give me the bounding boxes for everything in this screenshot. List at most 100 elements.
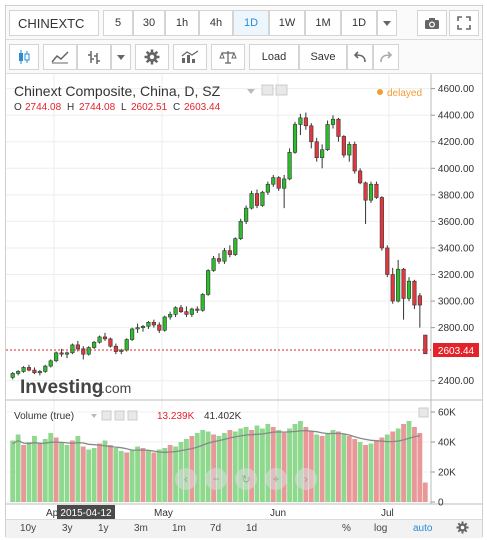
svg-text:+: + (272, 472, 279, 486)
volume-bar (102, 440, 108, 502)
candle-body (59, 352, 64, 355)
chevron-down-icon[interactable] (91, 414, 97, 418)
interval-5[interactable]: 5 (103, 10, 133, 36)
candle-body (330, 118, 336, 125)
chevron-down-icon[interactable] (247, 89, 255, 94)
range-bar: 10y 3y 1y 3m 1m 7d 1d % log auto (6, 519, 482, 538)
range-7d[interactable]: 7d (210, 523, 222, 534)
chart-area[interactable]: 4600.00 4400.00 4200.00 4000.00 3800.00 3600.… (6, 74, 482, 519)
volume-axis[interactable]: 60K 40K 20K 0 (431, 408, 456, 509)
interval-1d[interactable]: 1D (233, 10, 269, 36)
range-1y[interactable]: 1y (98, 523, 109, 534)
candle-body (260, 191, 265, 206)
candle-body (200, 294, 205, 311)
range-10y[interactable]: 10y (20, 523, 37, 534)
volume-bar (64, 445, 70, 502)
volume-bar (368, 443, 374, 502)
volume-bar (86, 449, 92, 502)
volume-bar (281, 433, 287, 502)
load-button[interactable]: Load (249, 44, 299, 70)
candle-body (135, 327, 140, 330)
area-chart-button[interactable] (43, 44, 77, 70)
settings-button[interactable] (135, 44, 169, 70)
indicators-button[interactable] (173, 44, 207, 70)
candle-body (97, 336, 102, 343)
undo-button[interactable] (347, 44, 373, 70)
volume-bars (10, 421, 428, 502)
symbol-input[interactable]: CHINEXTC (9, 10, 99, 36)
range-3m[interactable]: 3m (134, 523, 148, 534)
camera-icon (425, 17, 439, 29)
candle-body (113, 345, 118, 352)
settings-icon[interactable] (114, 410, 125, 421)
price-axis[interactable]: 4600.00 4400.00 4200.00 4000.00 3800.00 3600.… (431, 84, 475, 387)
navigation-controls[interactable]: ‹ − ↻ + › (175, 468, 317, 490)
chart-title: Chinext Composite, China, D, SZ (14, 83, 221, 99)
chart-settings-button[interactable] (456, 521, 469, 537)
bars-style-button[interactable] (77, 44, 111, 70)
volume-bar (336, 431, 341, 502)
interval-1w[interactable]: 1W (269, 10, 305, 36)
time-axis[interactable]: Apr May Jun Jul (46, 508, 394, 519)
percent-toggle[interactable]: % (342, 523, 351, 534)
svg-text:−: − (212, 472, 219, 486)
chart-type-dropdown[interactable] (111, 44, 131, 70)
zoom-out-icon (205, 468, 227, 490)
volume-bar (227, 430, 233, 502)
volume-bar (108, 445, 113, 502)
candle-body (358, 170, 363, 184)
volume-bar (292, 424, 298, 502)
high-label: H (67, 102, 74, 113)
x-label-jun: Jun (270, 508, 286, 519)
candle-body (151, 322, 156, 326)
range-3y[interactable]: 3y (62, 523, 73, 534)
range-1m[interactable]: 1m (172, 523, 186, 534)
redo-button[interactable] (373, 44, 399, 70)
save-button[interactable]: Save (299, 44, 347, 70)
candle-body (379, 197, 384, 249)
svg-text:‹: ‹ (184, 472, 188, 486)
volume-bar (276, 430, 282, 502)
candle-body (124, 339, 129, 351)
close-icon[interactable] (127, 410, 138, 421)
chart-widget: CHINEXTC 5 30 1h 4h 1D 1W 1M 1D (5, 5, 483, 538)
volume-bar (379, 437, 385, 502)
candlestick-icon (19, 50, 30, 64)
candles (10, 112, 428, 380)
candles-style-button[interactable] (9, 44, 39, 70)
interval-1h[interactable]: 1h (165, 10, 199, 36)
volume-bar (194, 433, 200, 502)
zoom-in-icon (265, 468, 287, 490)
candle-body (43, 365, 48, 372)
eye-icon[interactable] (261, 84, 274, 96)
interval-dropdown-button[interactable] (377, 10, 397, 36)
fullscreen-button[interactable] (449, 10, 479, 36)
pane-maximize-icon[interactable] (418, 407, 429, 418)
range-1d[interactable]: 1d (246, 523, 258, 534)
eye-icon[interactable] (101, 410, 112, 421)
volume-bar (357, 442, 363, 502)
candle-body (249, 193, 254, 209)
candle-body (336, 118, 341, 137)
candle-body (271, 177, 276, 185)
settings-icon[interactable] (275, 84, 288, 96)
log-toggle[interactable]: log (374, 523, 388, 534)
interval-1m[interactable]: 1M (305, 10, 341, 36)
volume-bar (211, 434, 216, 502)
compare-button[interactable] (211, 44, 245, 70)
interval-4h[interactable]: 4h (199, 10, 233, 36)
volume-legend-controls[interactable] (91, 410, 138, 421)
last-price-label: 2603.44 (438, 346, 475, 357)
interval-30[interactable]: 30 (133, 10, 165, 36)
volume-bar (243, 427, 249, 502)
open-value: 2744.08 (25, 102, 62, 113)
candle-body (341, 136, 346, 156)
auto-toggle[interactable]: auto (413, 523, 433, 534)
volume-ma-value: 41.402K (204, 411, 242, 422)
volume-bar (156, 449, 162, 502)
volume-bar (118, 451, 124, 502)
interval-dropdown-value[interactable]: 1D (341, 10, 377, 36)
legend-controls[interactable] (247, 84, 288, 96)
volume-bar (124, 452, 130, 502)
snapshot-button[interactable] (417, 10, 447, 36)
